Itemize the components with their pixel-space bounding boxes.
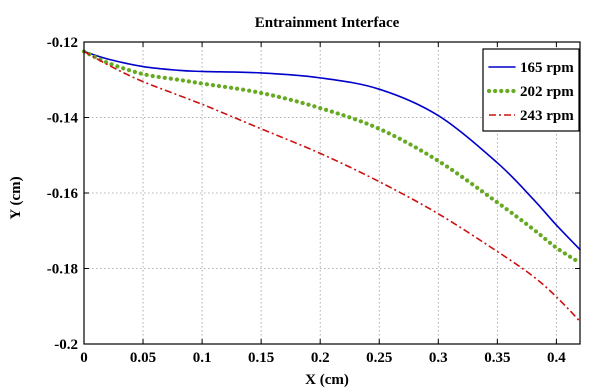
x-tick-label: 0.25 [366, 350, 392, 366]
series-line-0 [83, 50, 581, 251]
y-tick-label: -0.2 [54, 337, 78, 353]
legend-box [482, 48, 580, 132]
y-tick-label: -0.16 [47, 186, 79, 202]
x-axis-label: X (cm) [305, 372, 349, 388]
x-tick-label: 0.1 [193, 350, 212, 366]
x-tick-label: 0.3 [429, 350, 448, 366]
series-line-2 [83, 50, 581, 322]
legend-label-2: 243 rpm [520, 108, 574, 124]
y-tick-label: -0.18 [47, 262, 78, 278]
x-tick-label: 0.4 [547, 350, 566, 366]
x-tick-label: 0.35 [484, 350, 510, 366]
x-tick-label: 0.05 [130, 350, 156, 366]
y-tick-label: -0.14 [47, 111, 79, 127]
y-tick-label: -0.12 [47, 35, 78, 51]
legend-label-0: 165 rpm [520, 60, 574, 76]
tick-labels: 0 0.05 0.1 0.15 0.2 0.25 0.3 0.35 0.4 -0.2 -0.18 -0… [47, 35, 567, 366]
series-line-1 [81, 49, 583, 265]
legend-label-1: 202 rpm [520, 84, 574, 100]
x-tick-label: 0.15 [248, 350, 274, 366]
x-tick-label: 0.2 [311, 350, 330, 366]
y-axis-label: Y (cm) [8, 176, 24, 219]
legend: 165 rpm 202 rpm 243 rpm [482, 48, 580, 132]
x-tick-label: 0 [80, 350, 88, 366]
chart-title: Entrainment Interface [255, 15, 400, 31]
series-layer [81, 49, 583, 322]
